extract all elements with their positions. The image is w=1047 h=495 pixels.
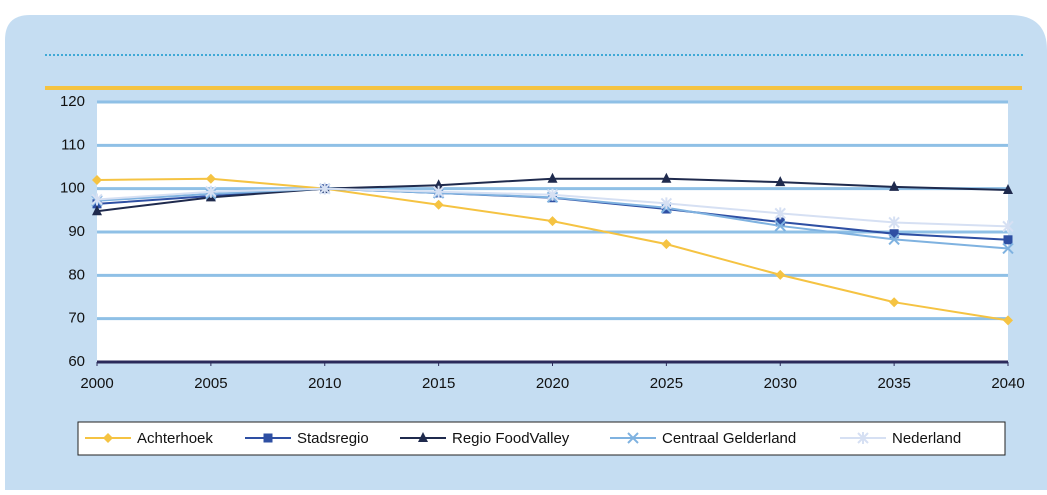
x-tick-label: 2005 [194, 375, 227, 392]
y-tick-label: 100 [60, 180, 85, 197]
marker [775, 217, 785, 227]
marker [205, 185, 217, 198]
marker [1003, 315, 1013, 326]
x-tick-label: 2000 [80, 375, 113, 392]
marker [91, 193, 103, 206]
marker [661, 239, 672, 250]
marker [92, 175, 102, 185]
marker [319, 182, 331, 195]
marker [547, 172, 558, 183]
x-tick-label: 2020 [536, 375, 569, 392]
marker [433, 199, 444, 210]
legend-marker [857, 432, 869, 444]
x-tick-label: 2015 [422, 375, 455, 392]
marker [432, 185, 445, 198]
marker [774, 220, 786, 232]
x-tick-label: 2035 [877, 375, 910, 392]
legend-label: Nederland [892, 430, 961, 447]
marker [774, 207, 786, 220]
legend-label: Stadsregio [297, 430, 369, 447]
marker [888, 233, 900, 246]
marker [1003, 183, 1013, 194]
y-tick-label: 120 [60, 93, 85, 110]
marker [546, 188, 559, 201]
x-tick-label: 2040 [991, 375, 1024, 392]
marker [888, 216, 900, 229]
marker [775, 176, 786, 187]
y-tick-label: 70 [68, 310, 85, 327]
legend-marker [263, 433, 273, 443]
x-tick-label: 2010 [308, 375, 341, 392]
marker [433, 179, 444, 190]
legend-label: Achterhoek [137, 430, 213, 447]
marker [661, 172, 672, 183]
y-tick-label: 90 [68, 223, 85, 240]
legend-marker [627, 432, 639, 444]
marker [1002, 242, 1014, 255]
legend-marker [103, 433, 113, 443]
marker [660, 197, 673, 210]
legend-label: Centraal Gelderland [662, 430, 796, 447]
marker [205, 173, 216, 184]
marker [547, 216, 558, 227]
legend-marker [418, 432, 428, 442]
y-tick-label: 60 [68, 353, 85, 370]
marker [1003, 235, 1013, 245]
marker [775, 269, 786, 280]
x-tick-label: 2025 [650, 375, 683, 392]
legend-label: Regio FoodValley [452, 430, 570, 447]
marker [889, 180, 900, 191]
marker [889, 297, 900, 308]
x-tick-label: 2030 [764, 375, 797, 392]
marker [92, 205, 102, 216]
marker [889, 229, 899, 239]
y-tick-label: 110 [61, 136, 85, 153]
marker [1002, 220, 1014, 233]
y-tick-label: 80 [68, 266, 85, 283]
